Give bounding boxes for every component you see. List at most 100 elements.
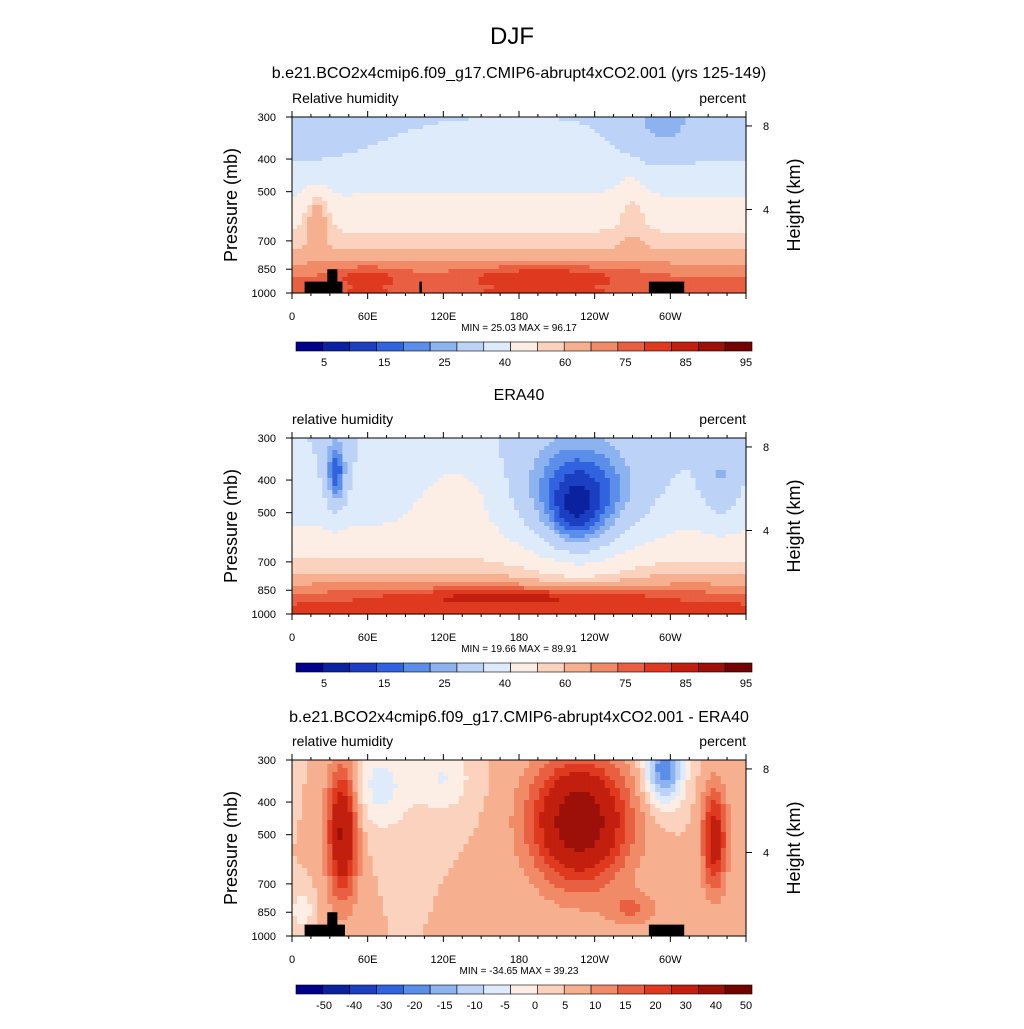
field-cell: [423, 205, 429, 210]
field-cell: [736, 185, 742, 190]
field-cell: [292, 157, 298, 162]
field-cell: [494, 197, 500, 202]
field-cell: [524, 149, 530, 154]
field-cell: [524, 466, 530, 471]
field-cell: [469, 165, 475, 170]
field-cell: [332, 185, 338, 190]
field-cell: [353, 241, 359, 246]
field-cell: [378, 209, 384, 214]
field-cell: [393, 181, 399, 186]
field-cell: [706, 185, 712, 190]
field-cell: [342, 205, 348, 210]
field-cell: [363, 185, 369, 190]
field-cell: [554, 249, 560, 254]
field-cell: [312, 241, 318, 246]
field-cell: [504, 241, 510, 246]
field-cell: [418, 197, 424, 202]
field-cell: [610, 265, 616, 270]
field-cell: [398, 165, 404, 170]
field-cell: [509, 442, 515, 447]
field-cell: [554, 245, 560, 250]
field-cell: [645, 273, 651, 278]
field-cell: [297, 141, 303, 146]
field-cell: [317, 442, 323, 447]
field-cell: [458, 205, 464, 210]
field-cell: [645, 117, 651, 122]
field-cell: [585, 157, 591, 162]
field-cell: [559, 237, 565, 242]
field-cell: [706, 474, 712, 479]
field-cell: [559, 265, 565, 270]
field-cell: [292, 213, 298, 218]
field-cell: [464, 257, 470, 262]
field-cell: [620, 273, 626, 278]
field-cell: [448, 125, 454, 130]
field-cell: [353, 217, 359, 222]
field-cell: [514, 474, 520, 479]
field-cell: [559, 181, 565, 186]
field-cell: [504, 201, 510, 206]
field-cell: [469, 474, 475, 479]
field-cell: [337, 205, 343, 210]
field-cell: [564, 462, 570, 467]
field-cell: [428, 213, 434, 218]
field-cell: [388, 253, 394, 258]
field-cell: [600, 285, 606, 290]
field-cell: [625, 145, 631, 150]
field-cell: [610, 185, 616, 190]
field-cell: [716, 438, 722, 443]
field-cell: [569, 273, 575, 278]
field-cell: [574, 117, 580, 122]
field-cell: [514, 161, 520, 166]
field-cell: [373, 165, 379, 170]
field-cell: [635, 470, 641, 475]
field-cell: [393, 209, 399, 214]
field-cell: [726, 466, 732, 471]
field-cell: [363, 165, 369, 170]
field-cell: [317, 265, 323, 270]
field-cell: [665, 221, 671, 226]
field-cell: [655, 257, 661, 262]
field-cell: [363, 478, 369, 483]
field-cell: [585, 145, 591, 150]
field-cell: [615, 446, 621, 451]
field-cell: [519, 153, 525, 158]
field-cell: [464, 137, 470, 142]
field-cell: [721, 438, 727, 443]
field-cell: [398, 197, 404, 202]
field-cell: [524, 129, 530, 134]
field-cell: [358, 165, 364, 170]
field-cell: [569, 245, 575, 250]
terrain-block: [649, 282, 684, 293]
field-cell: [443, 125, 449, 130]
field-cell: [378, 229, 384, 234]
field-cell: [564, 241, 570, 246]
field-cell: [660, 169, 666, 174]
field-cell: [544, 213, 550, 218]
field-cell: [514, 269, 520, 274]
field-cell: [564, 221, 570, 226]
field-cell: [706, 277, 712, 282]
field-cell: [655, 462, 661, 467]
field-cell: [605, 197, 611, 202]
field-cell: [479, 197, 485, 202]
field-cell: [418, 249, 424, 254]
field-cell: [585, 281, 591, 286]
field-cell: [499, 217, 505, 222]
field-cell: [655, 450, 661, 455]
field-cell: [605, 249, 611, 254]
field-cell: [610, 137, 616, 142]
field-cell: [428, 185, 434, 190]
field-cell: [403, 125, 409, 130]
field-cell: [665, 273, 671, 278]
field-cell: [418, 458, 424, 463]
field-cell: [474, 446, 480, 451]
field-cell: [458, 458, 464, 463]
field-cell: [332, 153, 338, 158]
field-cell: [322, 149, 328, 154]
field-cell: [423, 285, 429, 290]
field-cell: [665, 185, 671, 190]
field-cell: [524, 249, 530, 254]
field-cell: [484, 145, 490, 150]
field-cell: [494, 125, 500, 130]
